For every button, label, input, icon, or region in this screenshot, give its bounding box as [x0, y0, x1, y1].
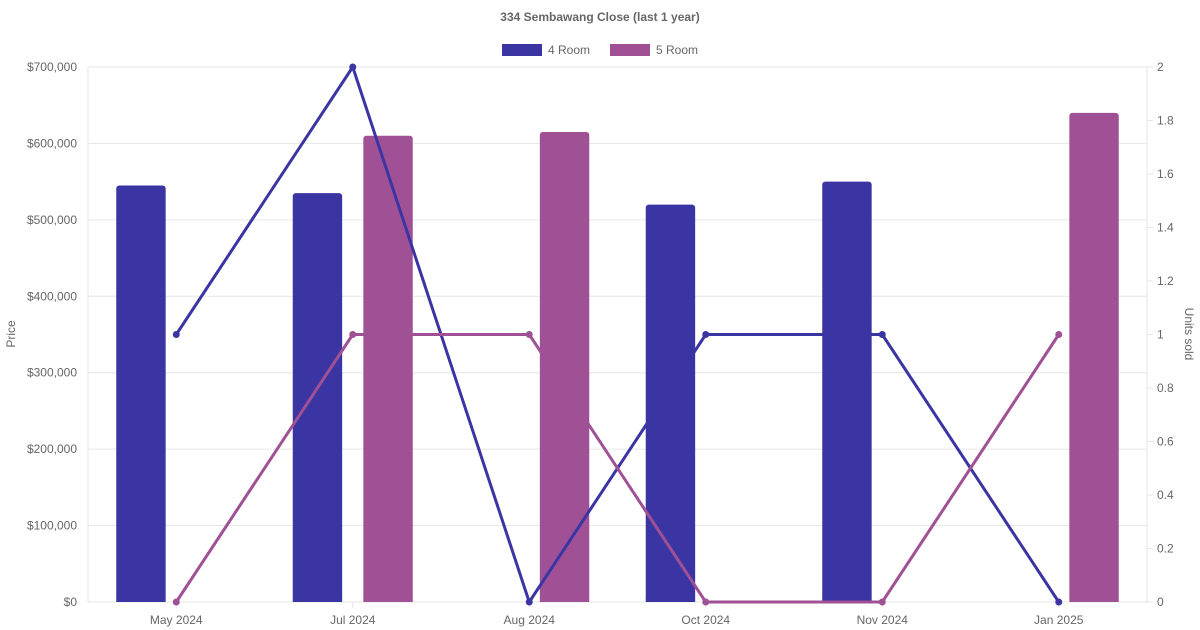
point-units-sold — [878, 331, 886, 338]
point-units-sold — [702, 331, 710, 338]
x-tick-label: Nov 2024 — [857, 613, 909, 627]
y-left-tick-label: $0 — [64, 595, 78, 609]
y-left-tick-label: $600,000 — [27, 136, 77, 150]
x-tick-label: Jul 2024 — [330, 613, 376, 627]
x-tick-label: Jan 2025 — [1034, 613, 1084, 627]
y-right-tick-label: 1.8 — [1157, 114, 1174, 128]
y-right-tick-label: 0.8 — [1157, 381, 1174, 395]
bar-5-room — [363, 135, 413, 603]
bar-4-room — [292, 193, 343, 602]
y-right-tick-label: 1.6 — [1157, 167, 1174, 181]
legend-label: 5 Room — [656, 43, 698, 57]
y-right-tick-label: 0.6 — [1157, 435, 1174, 449]
bar-base — [363, 599, 413, 602]
y-right-tick-label: 0 — [1157, 595, 1164, 609]
point-units-sold — [349, 331, 357, 338]
line-units-sold-5-room — [174, 333, 1061, 604]
bar-base — [116, 599, 166, 602]
legend-swatch — [502, 44, 542, 56]
point-units-sold — [172, 598, 180, 606]
point-units-sold — [702, 598, 710, 606]
y-axis-units-sold: 0 0.2 0.4 0.6 0.8 1 1.2 1.4 1.6 1.8 2 — [1147, 60, 1174, 609]
y-left-tick-label: $700,000 — [27, 60, 77, 74]
bar-4-room — [645, 204, 696, 603]
point-units-sold — [1055, 598, 1063, 606]
x-tick-label: May 2024 — [150, 613, 203, 627]
price-bars — [116, 112, 1119, 603]
point-units-sold — [172, 331, 180, 338]
bar-4-room — [822, 181, 872, 602]
y-right-tick-label: 1.2 — [1157, 274, 1174, 288]
units-sold-lines — [172, 63, 1063, 606]
y-left-tick-label: $200,000 — [27, 442, 77, 456]
bar-5-room — [539, 131, 590, 602]
y-axis-price: $0 $100,000 $200,000 $300,000 $400,000 $500,0… — [27, 60, 77, 609]
chart-title: 334 Sembawang Close (last 1 year) — [500, 10, 699, 24]
bar-4-room — [116, 185, 166, 602]
y-axis-left-title: Price — [4, 320, 18, 348]
bar-base — [292, 599, 343, 602]
y-left-tick-label: $100,000 — [27, 519, 77, 533]
bar-5-room — [1069, 112, 1119, 602]
bar-base — [1069, 599, 1119, 602]
y-left-tick-label: $300,000 — [27, 366, 77, 380]
gridlines — [87, 66, 1148, 603]
legend-swatch — [610, 44, 650, 56]
point-units-sold — [525, 331, 533, 338]
point-units-sold — [878, 598, 886, 606]
x-tick-label: Oct 2024 — [681, 613, 730, 627]
y-right-tick-label: 0.4 — [1157, 488, 1174, 502]
y-left-tick-label: $400,000 — [27, 289, 77, 303]
y-right-tick-label: 2 — [1157, 60, 1164, 74]
y-right-tick-label: 0.2 — [1157, 542, 1174, 556]
point-units-sold — [1055, 331, 1063, 338]
bar-base — [645, 599, 696, 602]
y-right-tick-label: 1 — [1157, 328, 1164, 342]
point-units-sold — [349, 63, 357, 71]
legend: 4 Room 5 Room — [502, 43, 698, 57]
y-left-tick-label: $500,000 — [27, 213, 77, 227]
legend-label: 4 Room — [548, 43, 590, 57]
x-tick-label: Aug 2024 — [504, 613, 556, 627]
point-units-sold — [525, 598, 533, 606]
y-axis-right-title: Units sold — [1182, 308, 1196, 361]
x-axis: May 2024 Jul 2024 Aug 2024 Oct 2024 Nov 2024… — [150, 602, 1084, 627]
y-right-tick-label: 1.4 — [1157, 221, 1174, 235]
bar-base — [539, 599, 590, 602]
